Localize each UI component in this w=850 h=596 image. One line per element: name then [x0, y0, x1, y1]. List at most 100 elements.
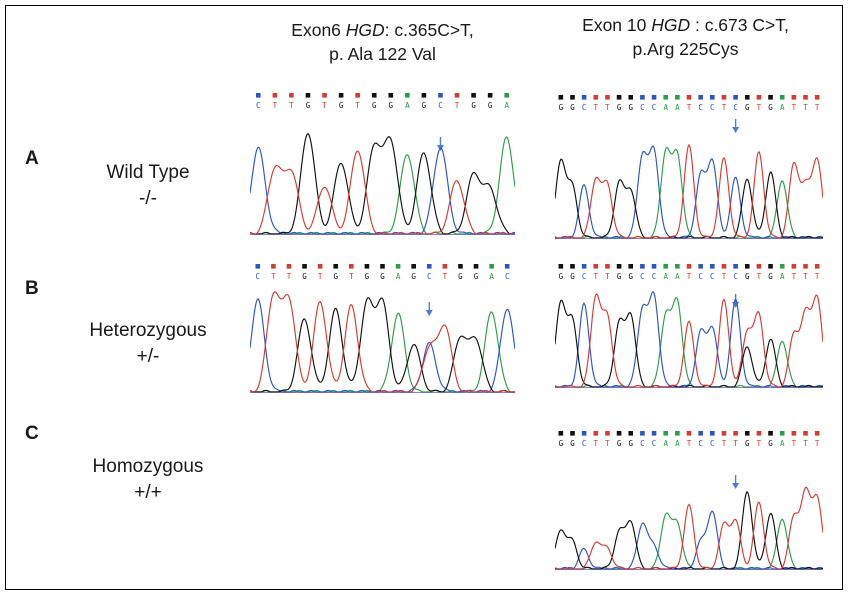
- quality-box: [779, 95, 785, 100]
- base-call-letter: C: [698, 272, 703, 281]
- quality-box: [558, 95, 564, 100]
- exon10-title: Exon 10 HGD : c.673 C>T, p.Arg 225Cys: [543, 13, 828, 61]
- trace-a: [555, 296, 823, 388]
- quality-box: [803, 95, 808, 100]
- base-call-letter: G: [628, 272, 633, 281]
- base-call-letter: T: [792, 272, 797, 281]
- quality-box: [371, 93, 377, 98]
- quality-box: [640, 95, 645, 100]
- base-call-letter: C: [256, 101, 261, 110]
- quality-box: [675, 95, 680, 100]
- quality-box: [616, 264, 622, 269]
- exon10-title-prefix: Exon 10: [582, 15, 652, 35]
- quality-box: [663, 431, 668, 436]
- quality-box: [686, 264, 692, 269]
- trace-a: [555, 146, 823, 239]
- quality-box: [651, 95, 657, 100]
- base-call-letter: T: [815, 272, 820, 281]
- trace-t: [555, 293, 823, 388]
- base-call-letter: G: [570, 272, 575, 281]
- quality-box: [426, 264, 432, 269]
- quality-box: [675, 264, 680, 269]
- base-call-letter: T: [815, 439, 820, 448]
- figure-frame: [5, 5, 843, 590]
- base-call-letter: G: [570, 103, 575, 112]
- quality-box: [605, 95, 610, 100]
- base-call-letter: A: [396, 272, 401, 281]
- base-call-letter: G: [768, 272, 773, 281]
- exon6-protein-change: p. Ala 122 Val: [329, 44, 436, 64]
- exon10-protein-change: p.Arg 225Cys: [632, 39, 739, 59]
- trace-a: [250, 136, 515, 235]
- base-call-letter: G: [389, 101, 394, 110]
- quality-box: [733, 264, 738, 269]
- base-call-letter: T: [594, 103, 599, 112]
- base-call-letter: G: [745, 272, 750, 281]
- base-call-letter: T: [803, 103, 808, 112]
- base-call-letter: C: [427, 272, 432, 281]
- base-call-letter: C: [640, 439, 645, 448]
- quality-box: [814, 431, 820, 436]
- base-call-letter: T: [322, 101, 327, 110]
- quality-box: [721, 264, 727, 269]
- quality-box: [814, 95, 820, 100]
- trace-a: [555, 512, 823, 570]
- quality-box: [698, 431, 703, 436]
- exon10-gene-name: HGD: [651, 15, 691, 35]
- base-call-letter: A: [675, 103, 680, 112]
- quality-box: [411, 264, 416, 269]
- base-call-letter: C: [733, 272, 738, 281]
- mutation-arrow-icon: [436, 137, 444, 151]
- quality-box: [733, 431, 738, 436]
- quality-box: [504, 264, 510, 269]
- base-call-letter: C: [733, 103, 738, 112]
- row-b-letter: B: [25, 278, 39, 299]
- base-call-letter: T: [273, 101, 278, 110]
- row-b-genotype: Heterozygous +/-: [68, 318, 228, 370]
- quality-box: [756, 95, 762, 100]
- base-call-letter: G: [380, 272, 385, 281]
- base-call-letter: T: [792, 103, 797, 112]
- quality-box: [438, 93, 443, 98]
- quality-box: [663, 264, 668, 269]
- row-a-letter: A: [25, 148, 39, 169]
- base-call-letter: T: [687, 272, 692, 281]
- base-call-letter: A: [780, 439, 785, 448]
- trace-g: [555, 490, 823, 570]
- base-call-letter: C: [505, 272, 510, 281]
- mutation-arrow-icon: [732, 119, 740, 133]
- exon6-gene-name: HGD: [345, 20, 385, 40]
- quality-box: [791, 264, 797, 269]
- quality-box: [442, 264, 448, 269]
- trace-g: [555, 299, 823, 388]
- base-call-letter: G: [474, 272, 479, 281]
- trace-g: [250, 297, 515, 393]
- base-call-letter: T: [722, 103, 727, 112]
- base-call-letter: A: [780, 272, 785, 281]
- base-call-letter: G: [745, 103, 750, 112]
- row-a-genotype-name: Wild Type: [106, 162, 190, 183]
- base-call-letter: G: [302, 272, 307, 281]
- base-call-letter: A: [663, 103, 668, 112]
- base-call-letter: G: [745, 439, 750, 448]
- quality-box: [628, 95, 634, 100]
- base-call-letter: A: [405, 101, 410, 110]
- quality-box: [814, 264, 820, 269]
- quality-box: [616, 431, 622, 436]
- base-call-letter: C: [438, 101, 443, 110]
- quality-box: [271, 264, 276, 269]
- base-call-letter: G: [617, 272, 622, 281]
- quality-box: [756, 431, 762, 436]
- base-call-letter: T: [594, 439, 599, 448]
- quality-box: [473, 264, 479, 269]
- quality-box: [605, 431, 610, 436]
- exon6-mutation: : c.365C>T,: [384, 20, 474, 40]
- base-call-letter: G: [339, 101, 344, 110]
- base-call-letter: T: [287, 272, 292, 281]
- base-call-letter: A: [780, 103, 785, 112]
- base-call-letter: T: [757, 439, 762, 448]
- trace-c: [555, 290, 823, 388]
- base-call-letter: G: [372, 101, 377, 110]
